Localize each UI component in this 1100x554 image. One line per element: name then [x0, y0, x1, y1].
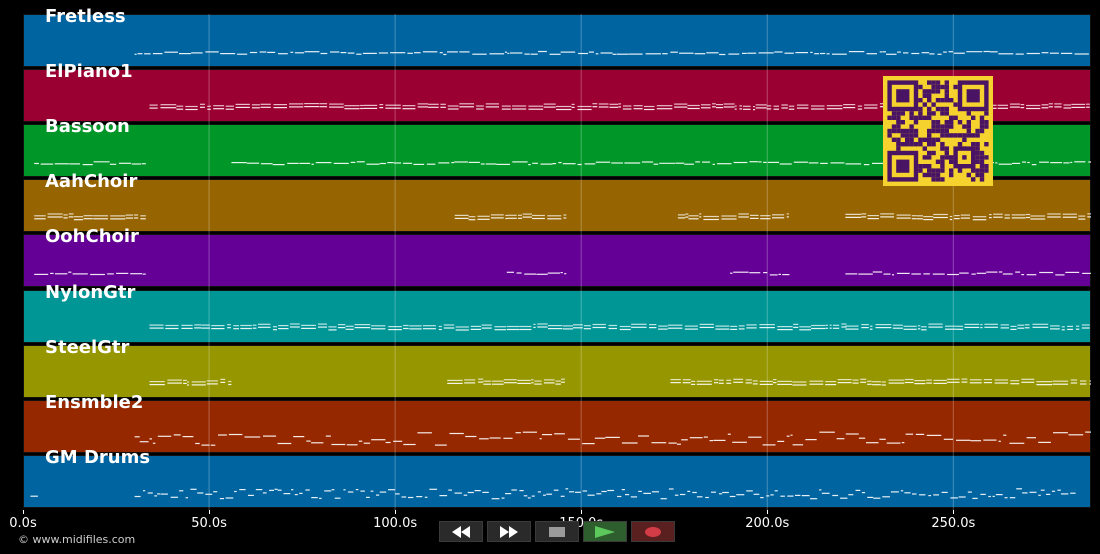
- tick-label: 250.0s: [931, 516, 976, 531]
- record-button[interactable]: [631, 521, 675, 542]
- qr-code-image: [883, 76, 993, 186]
- fast-forward-button[interactable]: [487, 521, 531, 542]
- track-lane[interactable]: Fretless: [23, 7, 1091, 67]
- track-name: GM Drums: [45, 446, 151, 468]
- track-name: Bassoon: [45, 116, 130, 138]
- tick-mark: [23, 510, 24, 514]
- record-icon: [645, 526, 661, 537]
- track-name: AahChoir: [45, 171, 138, 193]
- track-name: Ensmble2: [45, 391, 144, 413]
- track-lane[interactable]: Ensmble2: [23, 392, 1091, 453]
- transport-controls: [439, 521, 675, 542]
- tick-label: 0.0s: [9, 516, 37, 531]
- track-name: NylonGtr: [45, 281, 136, 303]
- track-lane[interactable]: NylonGtr: [23, 282, 1091, 343]
- tick-mark: [953, 510, 955, 514]
- track-lane[interactable]: AahChoir: [23, 172, 1091, 233]
- track-name: Fretless: [45, 6, 126, 27]
- play-icon: [595, 525, 615, 538]
- fast-forward-icon: [500, 525, 518, 538]
- tick-mark: [395, 510, 397, 514]
- tick-mark: [581, 510, 583, 514]
- track-lane[interactable]: OohChoir: [23, 227, 1091, 288]
- track-lane[interactable]: GM Drums: [23, 447, 1091, 508]
- copyright-text: © www.midifiles.com: [18, 533, 136, 546]
- stop-icon: [549, 526, 565, 537]
- tick-mark: [767, 510, 769, 514]
- qr-code[interactable]: [883, 76, 993, 186]
- time-axis: 0.0s 50.0s 100.0s 150.0s 200.0s 250.0s: [0, 510, 1100, 540]
- tick-label: 200.0s: [745, 516, 790, 531]
- tick-mark: [209, 510, 211, 514]
- stop-button[interactable]: [535, 521, 579, 542]
- track-name: SteelGtr: [45, 336, 130, 358]
- track-name: ElPiano1: [45, 61, 133, 83]
- tick-label: 50.0s: [191, 516, 227, 531]
- rewind-icon: [452, 525, 470, 538]
- rewind-button[interactable]: [439, 521, 483, 542]
- tick-label: 100.0s: [373, 516, 418, 531]
- track-name: OohChoir: [45, 226, 139, 248]
- track-lane[interactable]: SteelGtr: [23, 337, 1091, 398]
- play-button[interactable]: [583, 521, 627, 542]
